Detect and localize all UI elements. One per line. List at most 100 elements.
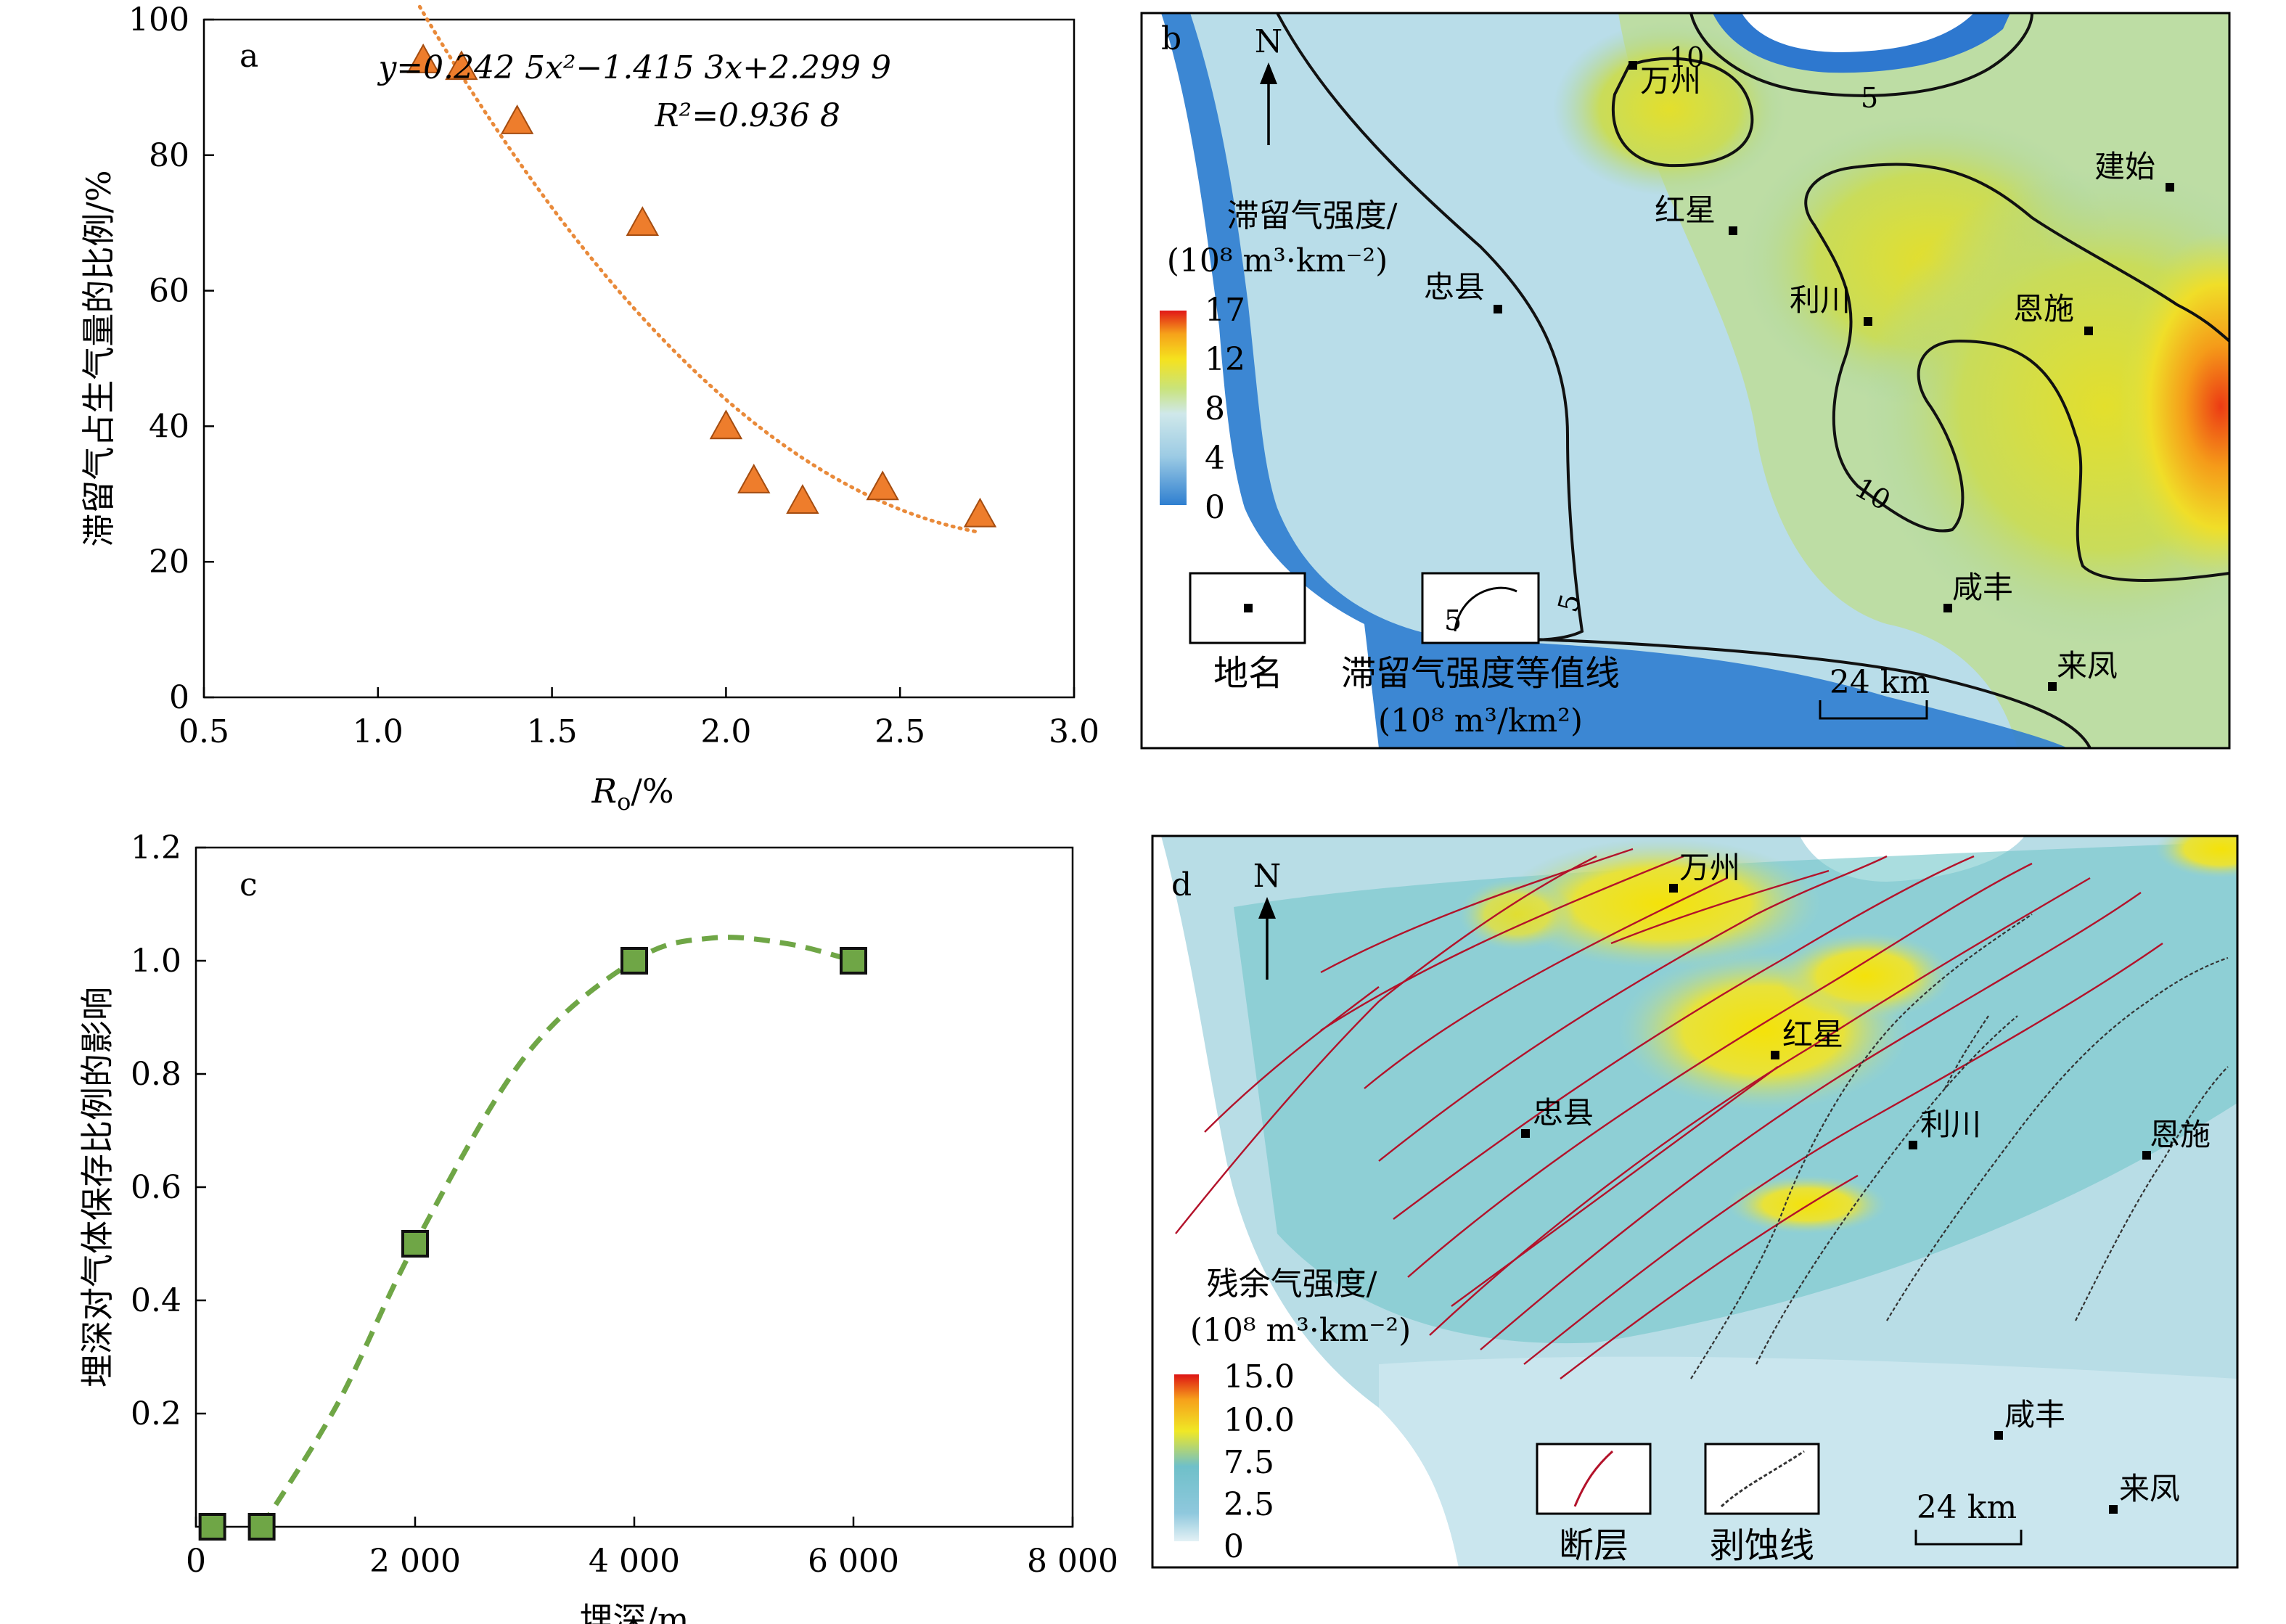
panel-c-scatter: c 0 2 000 4 000 6 000 8 000 0.2 0.4 0.6 0.8 1.0 1… bbox=[78, 829, 1118, 1624]
data-point bbox=[406, 43, 440, 73]
map-d-high-zone bbox=[1502, 838, 1822, 969]
data-point bbox=[500, 104, 534, 134]
legend-title: 滞留气强度/ bbox=[1227, 197, 1398, 234]
place-marker bbox=[2084, 327, 2093, 335]
legend-unit: (10⁸ m³·km⁻²) bbox=[1167, 242, 1388, 279]
place-marker bbox=[1669, 884, 1678, 893]
north-arrow: N bbox=[1255, 23, 1282, 145]
place-marker bbox=[1909, 1141, 1917, 1149]
legend-erosion-box bbox=[1704, 1443, 1820, 1515]
svg-text:5: 5 bbox=[1444, 604, 1462, 636]
svg-text:15.0: 15.0 bbox=[1224, 1358, 1295, 1395]
place-name: 万州 bbox=[1640, 63, 1701, 99]
contour-line bbox=[1509, 637, 2092, 748]
place-marker bbox=[1943, 604, 1952, 612]
data-point bbox=[709, 409, 743, 440]
place-marker bbox=[2048, 682, 2057, 691]
panel-a-r-squared: R²=0.936 8 bbox=[654, 97, 840, 134]
legend-erosion-label: 剥蚀线 bbox=[1710, 1525, 1814, 1566]
map-d-places: 万州 红星 忠县 利川 恩施 咸丰 来凤 bbox=[1521, 850, 2211, 1514]
panel-c-points bbox=[198, 947, 867, 1541]
legend-fault-box bbox=[1536, 1443, 1652, 1515]
data-point bbox=[401, 1230, 429, 1258]
y-tick-label: 0.8 bbox=[131, 1056, 181, 1093]
panel-a-label: a bbox=[239, 38, 258, 75]
map-b-outside-area bbox=[1142, 13, 1379, 748]
place-name: 万州 bbox=[1679, 850, 1740, 885]
color-legend-bar bbox=[1160, 311, 1187, 505]
x-tick-label: 2.5 bbox=[874, 713, 925, 750]
legend-contour-unit: (10⁸ m³/km²) bbox=[1378, 702, 1583, 739]
y-tick-label: 1.0 bbox=[131, 943, 181, 980]
contour-line bbox=[1611, 57, 1754, 168]
panel-a-fit-curve bbox=[417, 4, 982, 535]
y-tick-label: 40 bbox=[149, 408, 189, 445]
data-point bbox=[840, 947, 867, 975]
place-marker bbox=[1629, 61, 1637, 70]
panel-a-y-axis-title: 滞留气占生气量的比例/% bbox=[79, 170, 118, 546]
svg-text:10.0: 10.0 bbox=[1224, 1402, 1295, 1439]
y-tick-label: 60 bbox=[149, 273, 189, 310]
panel-c-y-axis-title: 埋深对气体保存比例的影响 bbox=[78, 987, 117, 1387]
legend-unit: (10⁸ m³·km⁻²) bbox=[1190, 1312, 1412, 1349]
contour-line bbox=[1804, 163, 2229, 582]
svg-text:12: 12 bbox=[1205, 341, 1245, 378]
scale-bar bbox=[1914, 1530, 2023, 1546]
data-point bbox=[866, 470, 899, 501]
data-point bbox=[963, 497, 997, 528]
data-point bbox=[737, 464, 771, 493]
panel-a-x-axis-title: Ro/% bbox=[591, 771, 673, 816]
panel-a-x-ticks: 0.5 1.0 1.5 2.0 2.5 3.0 bbox=[179, 687, 1099, 750]
y-tick-label: 20 bbox=[149, 544, 189, 581]
place-name: 恩施 bbox=[2013, 291, 2074, 327]
panel-a-points bbox=[406, 43, 997, 528]
x-tick-label: 1.5 bbox=[527, 713, 578, 750]
panel-d-map: 万州 红星 忠县 利川 恩施 咸丰 来凤 d N 残余气强度/ (10⁸ m³ bbox=[1151, 834, 2239, 1569]
x-tick-label: 8 000 bbox=[1027, 1543, 1118, 1580]
x-tick-label: 1.0 bbox=[353, 713, 403, 750]
erosion-lines bbox=[1690, 914, 2229, 1379]
color-legend-bar bbox=[1174, 1374, 1199, 1541]
place-name: 忠县 bbox=[1533, 1095, 1594, 1131]
panel-d-frame bbox=[1151, 834, 2239, 1569]
data-point bbox=[786, 484, 819, 514]
x-tick-label: 0.5 bbox=[179, 713, 229, 750]
panel-a-equation: y=0.242 5x²−1.415 3x+2.299 9 bbox=[377, 49, 891, 86]
legend-fault-label: 断层 bbox=[1559, 1525, 1629, 1566]
place-marker bbox=[1771, 1051, 1779, 1059]
place-marker bbox=[1494, 305, 1502, 313]
x-tick-label: 0 bbox=[186, 1543, 206, 1580]
data-point bbox=[626, 206, 659, 236]
contour-symbol bbox=[1454, 586, 1517, 632]
data-point bbox=[620, 947, 648, 975]
panel-c-y-ticks: 0.2 0.4 0.6 0.8 1.0 1.2 bbox=[131, 829, 206, 1432]
scale-bar-label: 24 km bbox=[1830, 664, 1930, 701]
svg-text:7.5: 7.5 bbox=[1224, 1444, 1274, 1481]
place-marker bbox=[1729, 226, 1737, 235]
x-tick-label: 6 000 bbox=[808, 1543, 899, 1580]
panel-c-label: c bbox=[239, 866, 258, 903]
y-tick-label: 100 bbox=[128, 1, 189, 38]
contour-line bbox=[1276, 13, 1584, 641]
svg-text:8: 8 bbox=[1205, 390, 1225, 427]
panel-c-x-ticks: 0 2 000 4 000 6 000 8 000 bbox=[186, 1517, 1118, 1580]
place-marker-symbol bbox=[1244, 604, 1253, 612]
y-tick-label: 1.2 bbox=[131, 829, 181, 866]
panel-a-plot-frame bbox=[202, 18, 1076, 699]
panel-b-label: b bbox=[1161, 20, 1181, 57]
map-d-outside-area bbox=[1152, 836, 1459, 1567]
place-name: 来凤 bbox=[2057, 648, 2118, 684]
panel-a-y-ticks: 0 20 40 60 80 100 bbox=[128, 1, 214, 716]
y-tick-label: 0 bbox=[169, 679, 189, 716]
place-marker bbox=[1864, 317, 1872, 326]
color-legend-ticks: 17 12 8 4 0 bbox=[1205, 292, 1245, 526]
place-marker bbox=[2166, 183, 2174, 192]
panel-b-frame bbox=[1140, 12, 2231, 750]
place-name: 来凤 bbox=[2119, 1471, 2180, 1506]
y-tick-label: 0.6 bbox=[131, 1169, 181, 1206]
place-name: 咸丰 bbox=[2004, 1397, 2065, 1432]
legend-title: 残余气强度/ bbox=[1207, 1266, 1377, 1303]
data-point bbox=[445, 50, 478, 81]
contour-label: 10 bbox=[1669, 41, 1704, 73]
place-name: 红星 bbox=[1782, 1017, 1843, 1052]
